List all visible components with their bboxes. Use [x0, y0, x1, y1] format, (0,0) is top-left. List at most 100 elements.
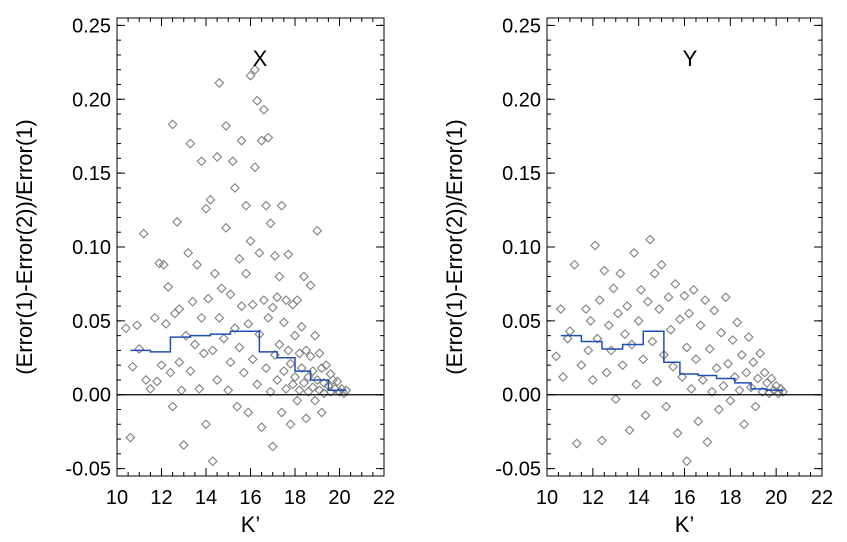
y-tick-label: -0.05: [495, 459, 541, 481]
data-point: [585, 315, 596, 326]
data-point: [321, 360, 332, 371]
data-point: [176, 385, 187, 396]
scatter-points-y: [551, 234, 789, 467]
data-point: [258, 104, 269, 115]
data-point: [261, 363, 272, 374]
panel-x: 10 12 14 16 18 20 22 -0.05 0.00 0.05 0.10 0.15 0.20 0…: [12, 15, 395, 537]
x-tick-label: 10: [106, 487, 128, 509]
data-point: [615, 268, 626, 279]
x-tick-label: 16: [673, 487, 695, 509]
data-point: [752, 373, 763, 384]
data-point: [174, 357, 185, 368]
data-point: [762, 377, 772, 388]
data-point: [207, 345, 218, 356]
data-point: [272, 292, 283, 303]
data-point: [254, 247, 265, 258]
data-point: [229, 323, 240, 334]
data-point: [766, 373, 777, 384]
data-point: [212, 374, 223, 385]
x-axis-label-x: K’: [241, 512, 261, 537]
ticks-x: 10 12 14 16 18 20 22 -0.05 0.00 0.05 0.10 0.15 0.20 0…: [65, 15, 395, 509]
data-point: [338, 388, 349, 399]
panel-y: 10 12 14 16 18 20 22 -0.05 0.00 0.05 0.10 0.15 0.20 0…: [442, 15, 833, 537]
data-point: [750, 401, 761, 412]
data-point: [610, 394, 621, 405]
data-point: [702, 437, 713, 447]
data-point: [221, 222, 232, 233]
data-point: [285, 419, 296, 430]
data-point: [558, 372, 569, 382]
x-tick-label: 14: [628, 487, 650, 509]
data-point: [158, 259, 169, 270]
plot-frame-y: [546, 17, 823, 477]
data-point: [707, 386, 717, 397]
data-point: [234, 253, 245, 264]
data-point: [252, 95, 263, 106]
data-point: [723, 358, 734, 369]
data-point: [283, 345, 294, 356]
data-point: [716, 327, 727, 338]
data-point: [294, 385, 305, 396]
data-point: [172, 216, 183, 227]
x-tick-label: 16: [239, 487, 261, 509]
y-axis-label-y: (Error(1)-Error(2))/Error(1): [442, 119, 467, 374]
x-axis-label-y: K’: [675, 512, 695, 537]
data-point: [281, 295, 292, 306]
data-point: [688, 284, 699, 295]
data-point: [743, 332, 754, 343]
data-point: [597, 435, 607, 446]
data-point: [274, 339, 285, 350]
data-point: [160, 318, 171, 329]
data-point: [592, 333, 603, 344]
data-point: [305, 280, 316, 291]
data-point: [693, 416, 704, 427]
data-point: [185, 366, 196, 377]
y-tick-label: 0.05: [72, 311, 111, 333]
data-point: [681, 342, 692, 353]
data-point: [587, 374, 598, 385]
data-point: [629, 247, 640, 258]
data-point: [221, 120, 232, 131]
data-point: [287, 379, 298, 390]
data-point: [571, 438, 582, 449]
data-point: [272, 374, 283, 385]
data-point: [652, 376, 662, 387]
data-point: [661, 401, 672, 412]
data-point: [263, 312, 274, 323]
data-point: [647, 336, 658, 347]
data-point: [261, 200, 272, 211]
data-point: [590, 240, 601, 251]
x-tick-label: 22: [811, 487, 833, 509]
median-step-x: [130, 330, 347, 392]
data-point: [132, 320, 143, 331]
data-point: [330, 383, 341, 394]
data-point: [263, 132, 274, 143]
data-point: [640, 410, 651, 421]
data-point: [156, 360, 167, 371]
data-point: [267, 302, 278, 313]
data-point: [656, 259, 667, 270]
data-point: [229, 182, 240, 193]
data-point: [310, 330, 321, 341]
data-point: [163, 281, 174, 292]
data-point: [642, 296, 653, 307]
y-tick-label: 0.00: [502, 385, 541, 407]
data-point: [225, 289, 236, 300]
y-tick-label: 0.05: [502, 311, 541, 333]
data-point: [686, 383, 697, 394]
data-point: [332, 376, 343, 387]
y-axis-label-x: (Error(1)-Error(2))/Error(1): [12, 119, 37, 374]
data-point: [307, 382, 318, 393]
data-point: [684, 308, 695, 319]
data-point: [296, 321, 307, 332]
x-tick-label: 18: [284, 487, 306, 509]
data-point: [205, 194, 216, 205]
data-point: [732, 317, 743, 328]
data-point: [180, 330, 191, 341]
data-point: [305, 351, 316, 362]
data-point: [183, 247, 194, 258]
data-point: [601, 367, 612, 378]
data-point: [679, 290, 690, 301]
x-tick-label: 20: [765, 487, 787, 509]
y-tick-label: 0.25: [502, 15, 541, 37]
